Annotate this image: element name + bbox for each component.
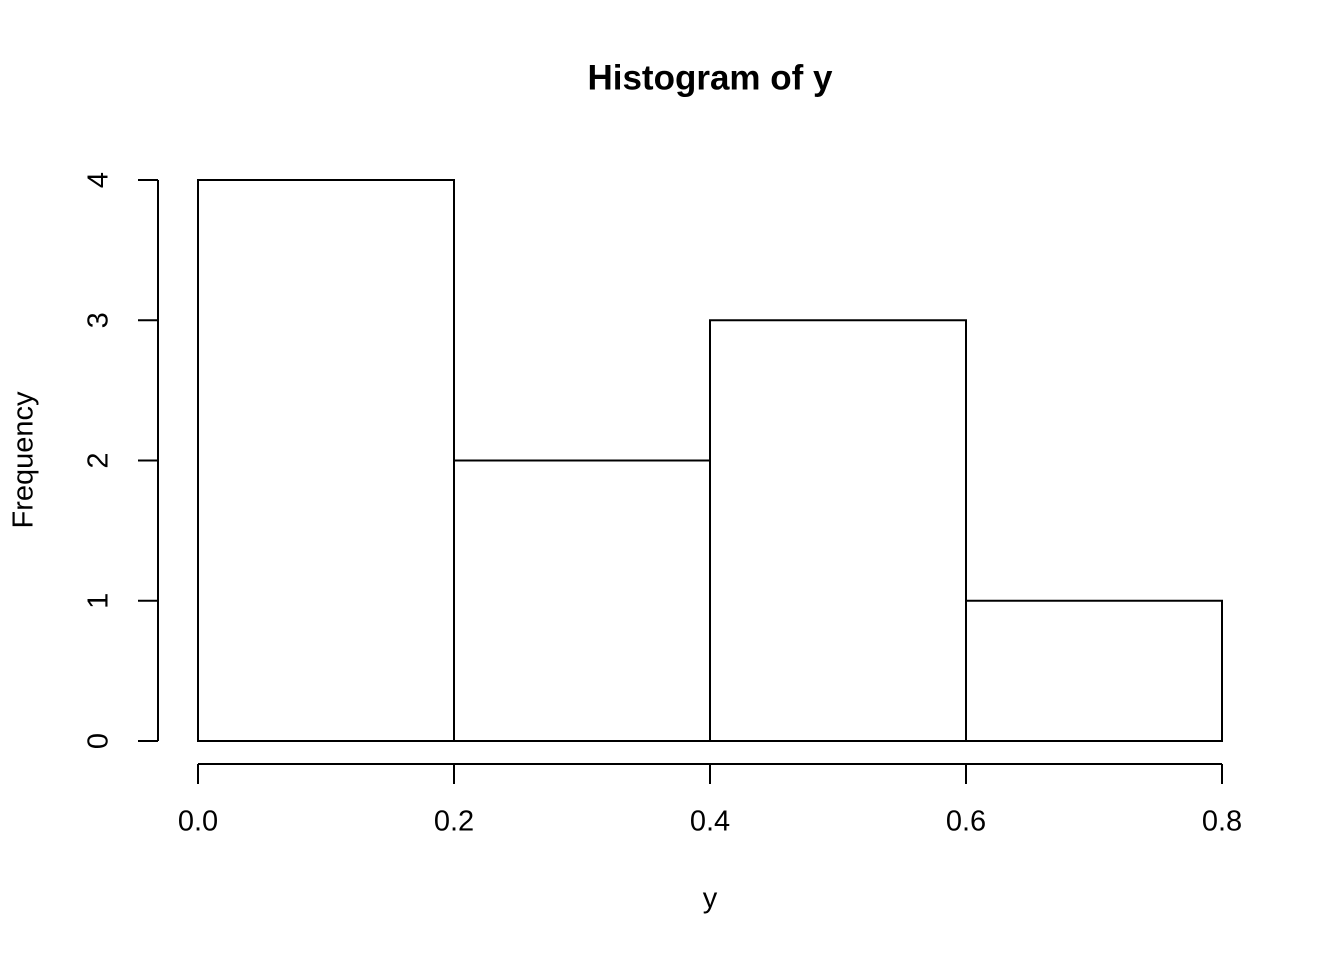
x-axis-label: y — [703, 883, 718, 915]
y-tick-label: 4 — [83, 172, 115, 188]
x-tick-label: 0.2 — [434, 806, 474, 838]
y-axis-label: Frequency — [8, 391, 40, 529]
y-tick-label: 1 — [83, 593, 115, 609]
y-tick-label: 0 — [83, 733, 115, 749]
histogram-bar — [709, 319, 967, 742]
x-tick-label: 0.8 — [1202, 806, 1242, 838]
histogram-bar — [453, 459, 711, 742]
x-tick-label: 0.6 — [946, 806, 986, 838]
chart-title: Histogram of y — [587, 58, 833, 97]
x-tick-label: 0.4 — [690, 806, 730, 838]
histogram-bar — [965, 599, 1223, 742]
histogram-bar — [197, 179, 455, 742]
y-tick-label: 2 — [83, 452, 115, 468]
x-tick-label: 0.0 — [178, 806, 218, 838]
y-tick-label: 3 — [83, 312, 115, 328]
